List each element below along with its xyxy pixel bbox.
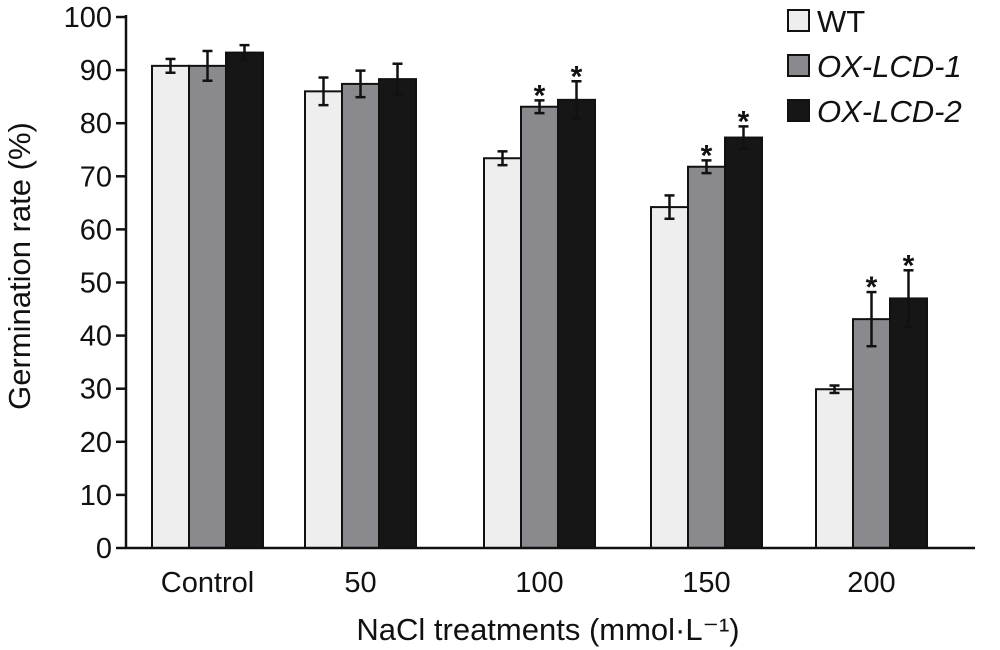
bar-wt-control [151,64,190,550]
tick-labels-layer: Control 50 100 150 200 0 10 20 30 40 50 60 70 80 90 100 [64,2,896,599]
x-tick-label: 150 [682,567,730,599]
bar-ox-lcd-2-150 [724,136,763,550]
legend-swatch-wt [787,9,810,32]
bar-ox-lcd-2-control [225,51,264,550]
error-bars-layer [165,43,914,395]
error-bar-ox-lcd-1-control [202,49,213,82]
bar-wt-100 [483,157,522,549]
error-bar-ox-lcd-1-150 [701,159,712,175]
y-tick-label: 60 [80,214,112,246]
bar-ox-lcd-2-50 [378,78,417,549]
x-tick-label: Control [161,567,255,599]
error-bar-ox-lcd-2-150 [738,125,749,150]
error-bar-ox-lcd-2-200 [903,269,914,328]
error-bar-wt-control [165,57,176,75]
bar-ox-lcd-1-50 [341,82,380,549]
bar-ox-lcd-1-control [188,64,227,550]
y-tick-label: 40 [80,321,112,353]
error-bar-ox-lcd-1-50 [355,69,366,99]
error-bar-wt-200 [829,384,840,395]
legend-label-ox-lcd-1: OX-LCD-1 [817,49,962,84]
legend-swatch-ox-lcd-1 [787,54,810,77]
significance-star-ox-lcd-1-200: * [866,271,878,304]
bar-wt-150 [650,206,689,550]
significance-star-ox-lcd-2-200: * [903,249,915,282]
x-axis-label: NaCl treatments (mmol·L⁻¹) [356,612,739,647]
significance-markers-layer: * * * * * * [534,60,915,304]
x-tick-label: 50 [344,567,376,599]
y-tick-label: 90 [80,55,112,87]
significance-star-ox-lcd-2-150: * [738,105,750,138]
y-tick-label: 30 [80,374,112,406]
y-tick-label: 0 [96,533,112,565]
legend-label-wt: WT [817,4,865,39]
bar-wt-200 [815,388,854,549]
error-bar-ox-lcd-2-control [239,43,250,62]
x-tick-label: 100 [515,567,563,599]
legend: WT OX-LCD-1 OX-LCD-2 [787,4,962,129]
error-bar-wt-50 [318,76,329,107]
bar-wt-50 [304,90,343,549]
error-bar-wt-150 [664,194,675,221]
bars-layer [151,51,928,550]
significance-star-ox-lcd-1-100: * [534,79,546,112]
y-tick-label: 100 [64,2,112,34]
y-tick-label: 70 [80,161,112,193]
error-bar-ox-lcd-1-100 [534,99,545,115]
bar-ox-lcd-1-100 [520,105,559,549]
bar-ox-lcd-1-150 [687,165,726,549]
legend-swatch-ox-lcd-2 [787,99,810,122]
bar-ox-lcd-1-200 [852,318,891,549]
bar-ox-lcd-2-200 [889,297,928,549]
error-bar-ox-lcd-2-50 [392,62,403,96]
error-bar-ox-lcd-1-200 [866,290,877,348]
legend-label-ox-lcd-2: OX-LCD-2 [817,94,962,129]
y-tick-label: 50 [80,268,112,300]
significance-star-ox-lcd-1-150: * [701,139,713,172]
error-bar-ox-lcd-2-100 [571,80,582,120]
bar-ox-lcd-2-100 [557,98,596,549]
y-axis-label: Germination rate (%) [2,122,37,410]
axes-layer [116,15,975,550]
y-tick-label: 20 [80,427,112,459]
y-tick-label: 80 [80,108,112,140]
x-tick-label: 200 [847,567,895,599]
y-tick-label: 10 [80,480,112,512]
significance-star-ox-lcd-2-100: * [571,60,583,93]
error-bar-wt-100 [497,150,508,167]
